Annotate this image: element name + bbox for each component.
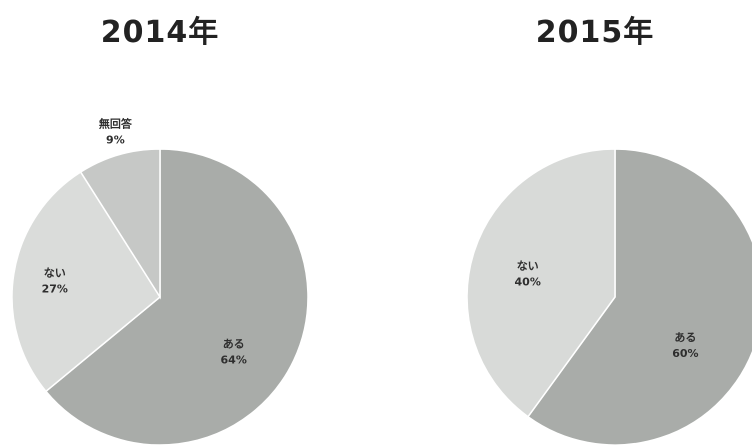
pie-label-2015-nai: ない <box>517 260 539 273</box>
pie-value-2014-mukaito: 9% <box>106 134 125 147</box>
pie-slice-2015-nai <box>466 148 616 418</box>
pie-label-2014-aru: ある <box>223 338 245 351</box>
chart-title-2015: 2015年 <box>536 15 655 50</box>
pie-label-2014-mukaito: 無回答 <box>99 117 133 131</box>
pie-chart-2015: 2015年 ある 60% ない 40% <box>466 15 752 445</box>
pie-value-2014-aru: 64% <box>221 354 247 367</box>
pie-value-2015-aru: 60% <box>672 347 698 360</box>
chart-title-2014: 2014年 <box>101 15 220 50</box>
pie-label-2015-aru: ある <box>674 331 696 344</box>
pie-slice-2015-aru <box>526 148 752 445</box>
pie-value-2015-nai: 40% <box>515 276 541 289</box>
pie-value-2014-nai: 27% <box>42 282 68 295</box>
pie-slice-2014-mukaito <box>79 148 161 300</box>
pie-chart-2014: 2014年 ある 64% ない 27% 無回答 9% <box>11 15 309 445</box>
pie-slice-2014-nai <box>11 171 161 393</box>
pie-label-2014-nai: ない <box>44 266 66 279</box>
pie-slice-2014-aru <box>44 148 309 445</box>
